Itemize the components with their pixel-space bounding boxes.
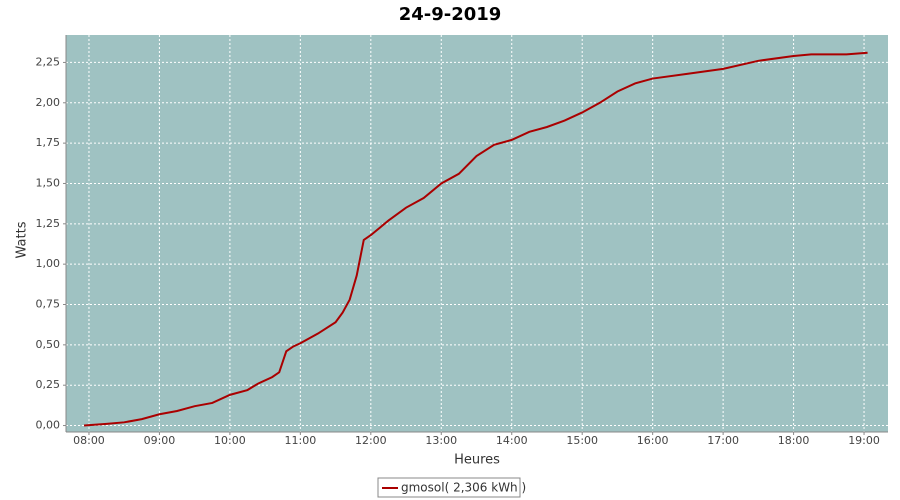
x-tick-label: 13:00 [425,434,457,447]
y-tick-label: 0,50 [36,338,61,351]
x-tick-label: 15:00 [566,434,598,447]
x-tick-label: 19:00 [848,434,880,447]
x-tick-label: 08:00 [73,434,105,447]
y-tick-label: 2,00 [36,96,61,109]
x-tick-label: 09:00 [144,434,176,447]
y-tick-label: 0,25 [36,378,61,391]
legend-box [377,477,521,498]
y-tick-label: 1,75 [36,136,61,149]
x-tick-label: 18:00 [778,434,810,447]
plot-background [66,35,888,432]
x-tick-label: 16:00 [637,434,669,447]
y-tick-label: 0,00 [36,419,61,432]
y-axis-label: Watts [15,221,30,258]
y-tick-label: 0,75 [36,298,61,311]
x-axis-label: Heures [454,453,500,468]
y-tick-label: 1,25 [36,217,61,230]
legend-label: gmosol( 2,306 kWh ) [401,481,526,495]
y-tick-label: 1,50 [36,176,61,189]
x-tick-label: 14:00 [496,434,528,447]
x-tick-label: 10:00 [214,434,246,447]
data-line [83,51,868,427]
y-tick-label: 1,00 [36,257,61,270]
y-tick-label: 2,25 [36,55,61,68]
x-tick-label: 17:00 [707,434,739,447]
x-tick-label: 11:00 [285,434,317,447]
chart-title: 24-9-2019 [399,4,502,25]
x-tick-label: 12:00 [355,434,387,447]
